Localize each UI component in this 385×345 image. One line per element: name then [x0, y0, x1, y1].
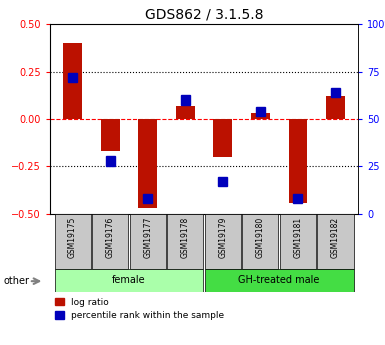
Bar [101, 119, 119, 151]
FancyBboxPatch shape [205, 269, 353, 292]
Text: GSM19175: GSM19175 [68, 217, 77, 258]
FancyBboxPatch shape [130, 214, 166, 269]
Text: GSM19176: GSM19176 [105, 217, 115, 258]
FancyBboxPatch shape [167, 214, 203, 269]
Bar [293, 194, 303, 204]
Bar [181, 95, 190, 105]
Text: GSM19177: GSM19177 [143, 217, 152, 258]
Bar [176, 106, 195, 119]
Bar [289, 119, 307, 203]
Bar [218, 177, 227, 186]
FancyBboxPatch shape [318, 214, 353, 269]
Bar [143, 194, 152, 204]
FancyBboxPatch shape [92, 214, 128, 269]
FancyBboxPatch shape [55, 214, 90, 269]
Bar [213, 119, 232, 157]
Text: other: other [4, 276, 30, 286]
Bar [251, 113, 270, 119]
Bar [138, 119, 157, 208]
Text: GH-treated male: GH-treated male [238, 275, 320, 285]
Bar [63, 43, 82, 119]
FancyBboxPatch shape [280, 214, 316, 269]
Text: GSM19180: GSM19180 [256, 217, 265, 258]
Text: GSM19182: GSM19182 [331, 217, 340, 258]
Legend: log ratio, percentile rank within the sample: log ratio, percentile rank within the sa… [55, 298, 224, 320]
FancyBboxPatch shape [243, 214, 278, 269]
Bar [105, 156, 115, 166]
Bar [68, 72, 77, 82]
Text: GSM19181: GSM19181 [293, 217, 303, 258]
FancyBboxPatch shape [205, 214, 241, 269]
Bar [256, 107, 265, 116]
Title: GDS862 / 3.1.5.8: GDS862 / 3.1.5.8 [145, 8, 263, 22]
Bar [331, 88, 340, 97]
Bar [326, 96, 345, 119]
FancyBboxPatch shape [55, 269, 203, 292]
Text: GSM19179: GSM19179 [218, 217, 227, 258]
Text: GSM19178: GSM19178 [181, 217, 190, 258]
Text: female: female [112, 275, 146, 285]
